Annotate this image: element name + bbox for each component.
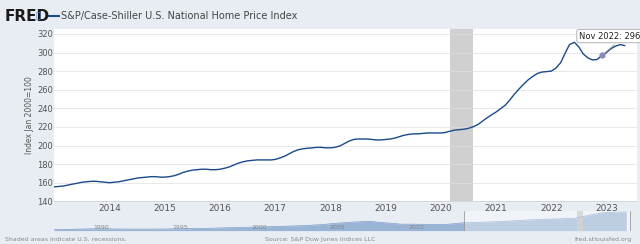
Text: Nov 2022: 296.83600: Nov 2022: 296.83600 — [579, 31, 640, 54]
Text: S&P/Case-Shiller U.S. National Home Price Index: S&P/Case-Shiller U.S. National Home Pric… — [61, 11, 298, 21]
Text: Source: S&P Dow Jones Indices LLC: Source: S&P Dow Jones Indices LLC — [265, 237, 375, 242]
Y-axis label: Index Jan 2000=100: Index Jan 2000=100 — [26, 76, 35, 154]
Text: 1990: 1990 — [93, 225, 109, 230]
Text: 2000: 2000 — [252, 225, 267, 230]
Bar — [450, 29, 473, 201]
Text: 2010: 2010 — [408, 225, 424, 230]
Text: 2005: 2005 — [330, 225, 346, 230]
Text: fred.stlouisfed.org: fred.stlouisfed.org — [575, 237, 632, 242]
Text: Shaded areas indicate U.S. recessions.: Shaded areas indicate U.S. recessions. — [5, 237, 127, 242]
Text: 📈: 📈 — [35, 12, 40, 20]
Bar — [577, 211, 583, 231]
Bar — [463, 211, 630, 231]
Text: 1995: 1995 — [172, 225, 188, 230]
Text: FRED: FRED — [5, 9, 51, 24]
